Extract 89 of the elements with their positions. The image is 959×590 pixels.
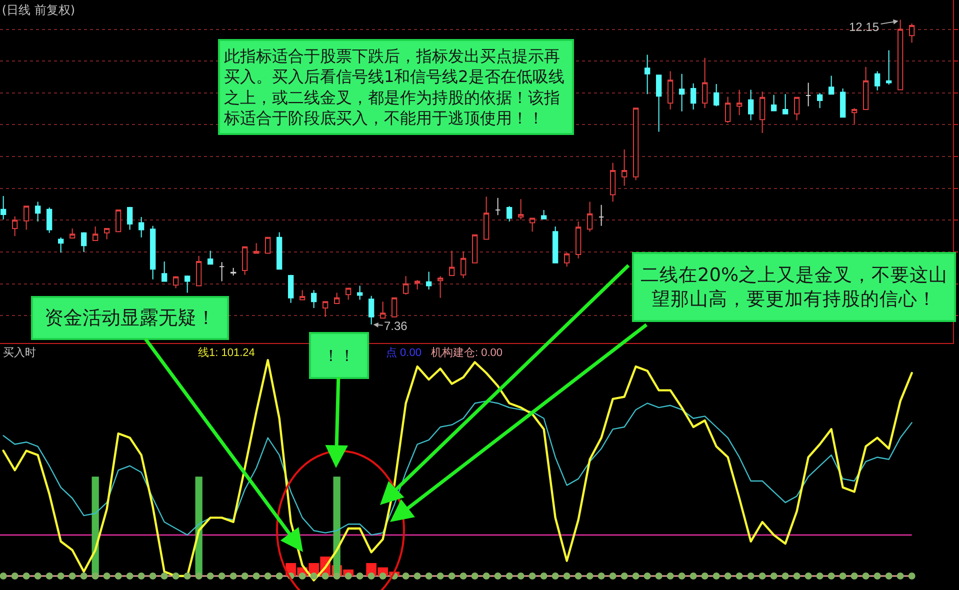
candlestick — [564, 252, 570, 268]
candlestick — [208, 250, 214, 265]
candlestick — [828, 75, 834, 95]
candlestick — [311, 290, 317, 308]
annotation: 7.36 — [384, 319, 408, 333]
text: 买入时 — [3, 346, 36, 359]
candlestick — [35, 201, 41, 222]
candlestick — [104, 228, 110, 240]
candlestick — [530, 218, 536, 232]
candlestick — [541, 210, 547, 220]
candlestick — [357, 285, 363, 300]
candlestick — [794, 96, 800, 121]
candlestick — [472, 234, 478, 264]
candlestick — [736, 89, 742, 116]
candlestick — [690, 82, 696, 110]
text: 线1: 101.24 — [198, 346, 255, 359]
candlestick — [184, 275, 190, 294]
candlestick — [656, 74, 662, 132]
candlestick — [518, 198, 524, 220]
candlestick — [403, 276, 409, 296]
candlestick — [484, 196, 490, 240]
candlestick — [610, 162, 616, 202]
candlestick — [230, 267, 236, 276]
candlestick — [127, 206, 133, 230]
candlestick — [138, 216, 144, 238]
candlestick — [495, 197, 501, 216]
annotation: ！！ — [323, 346, 355, 365]
candlestick — [0, 196, 6, 220]
candlestick — [668, 70, 674, 110]
candlestick — [679, 73, 685, 112]
candlestick — [449, 250, 455, 276]
candlestick — [806, 82, 812, 107]
candlestick — [219, 262, 225, 282]
candlestick — [346, 288, 352, 300]
candlestick — [633, 108, 639, 181]
candlestick — [587, 201, 593, 232]
text: 点 0.00 — [386, 346, 422, 359]
candlestick — [771, 94, 777, 112]
candlestick — [426, 271, 432, 290]
candlestick — [714, 84, 720, 107]
candlestick — [782, 94, 788, 114]
candlestick — [725, 96, 731, 124]
candlestick — [300, 290, 306, 300]
annotation: 资金活动显露无疑！ — [44, 307, 216, 329]
candlestick — [552, 226, 558, 264]
candlestick — [46, 206, 52, 234]
candlestick — [644, 54, 650, 95]
candlestick — [909, 23, 915, 44]
candlestick — [334, 292, 340, 304]
candlestick — [242, 246, 248, 276]
candlestick — [702, 57, 708, 109]
annotation: 此指标适合于股票下跌后，指标发出买点提示再买入。买入后看信号线1和信号线2是否在低吸线之上，或二线金叉，都是作为持股的依据！该指标适合于阶段底买入，不能用于逃顶使用！！ — [223, 46, 564, 128]
candlestick — [598, 204, 604, 226]
candlestick — [460, 250, 466, 279]
candlestick — [196, 255, 202, 286]
chart-title: (日线 前复权) — [2, 3, 76, 18]
text: 机构建仓: 0.00 — [431, 346, 503, 359]
candlestick — [70, 228, 76, 238]
candlestick — [254, 242, 260, 254]
candlestick — [288, 274, 294, 304]
candlestick — [817, 92, 823, 109]
candlestick — [748, 89, 754, 121]
candlestick — [438, 276, 444, 298]
candlestick — [162, 261, 168, 282]
candlestick — [392, 297, 398, 318]
candlestick — [414, 280, 420, 290]
candlestick — [760, 91, 766, 134]
candlestick — [58, 236, 64, 254]
candlestick — [874, 70, 880, 91]
candlestick — [576, 220, 582, 259]
candlestick — [92, 226, 98, 242]
candlestick — [506, 206, 512, 222]
candlestick — [276, 232, 282, 270]
candlestick — [840, 88, 846, 118]
candlestick — [622, 149, 628, 186]
candlestick — [265, 236, 271, 254]
candlestick — [81, 232, 87, 252]
candlestick — [380, 301, 386, 319]
candlestick — [852, 108, 858, 125]
candlestick — [173, 276, 179, 289]
candlestick — [24, 206, 30, 230]
candlestick — [12, 216, 18, 237]
annotation: 12.15 — [849, 20, 880, 34]
candlestick — [150, 225, 156, 280]
candlestick — [116, 210, 122, 232]
candlestick — [863, 66, 869, 110]
candlestick — [886, 50, 892, 86]
annotation: 二线在20%之上又是金叉，不要这山望那山高，要更加有持股的信心！ — [640, 264, 948, 310]
candlestick — [322, 301, 328, 318]
